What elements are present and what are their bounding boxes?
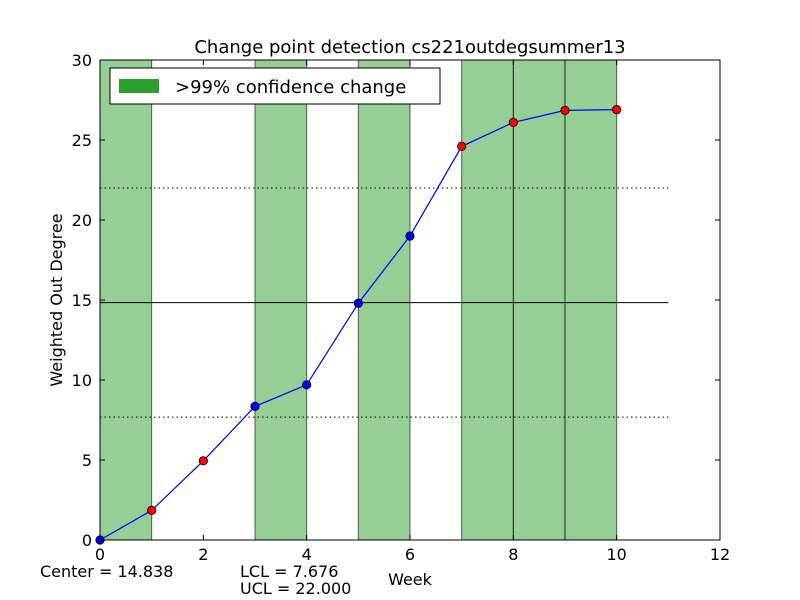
data-point [353, 298, 363, 308]
y-tick-label: 0 [82, 531, 92, 550]
chart-title: Change point detection cs221outdegsummer… [194, 37, 625, 58]
y-tick-label: 15 [72, 291, 92, 310]
x-axis-label: Week [388, 570, 433, 589]
data-point [302, 380, 312, 390]
change-region [99, 59, 153, 541]
change-region [461, 59, 514, 541]
legend: >99% confidence change [109, 67, 441, 105]
data-point [250, 401, 260, 411]
y-tick-label: 5 [82, 451, 92, 470]
x-tick-label: 8 [508, 545, 518, 564]
data-point [147, 505, 157, 515]
data-point [405, 231, 415, 241]
center-annotation: Center = 14.838 [40, 562, 173, 581]
change-region [564, 59, 618, 541]
change-region [357, 59, 411, 541]
legend-swatch [119, 79, 159, 93]
x-tick-label: 4 [302, 545, 312, 564]
data-point [612, 105, 622, 115]
lcl-annotation: LCL = 7.676 [240, 562, 338, 581]
x-tick-label: 6 [405, 545, 415, 564]
change-region [254, 59, 308, 541]
data-point [457, 141, 467, 151]
x-tick-label: 10 [606, 545, 626, 564]
legend-label: >99% confidence change [175, 77, 406, 98]
legend-box [109, 67, 441, 105]
axis-ticks: 0 2 4 6 8 10 12 0 5 10 15 20 25 30 [72, 51, 731, 564]
y-tick-label: 30 [72, 51, 92, 70]
change-regions [99, 59, 618, 541]
y-axis-label: Weighted Out Degree [47, 213, 66, 386]
ucl-annotation: UCL = 22.000 [240, 579, 351, 598]
x-tick-label: 0 [95, 545, 105, 564]
data-point [508, 117, 518, 128]
x-tick-label: 12 [710, 545, 730, 564]
data-point [560, 105, 570, 116]
change-region [512, 59, 566, 541]
reference-lines [100, 187, 669, 418]
y-tick-label: 20 [72, 211, 92, 230]
x-tick-label: 2 [198, 545, 208, 564]
data-series [95, 105, 622, 545]
y-tick-label: 10 [72, 371, 92, 390]
y-tick-label: 25 [72, 131, 92, 150]
data-point [198, 456, 208, 466]
